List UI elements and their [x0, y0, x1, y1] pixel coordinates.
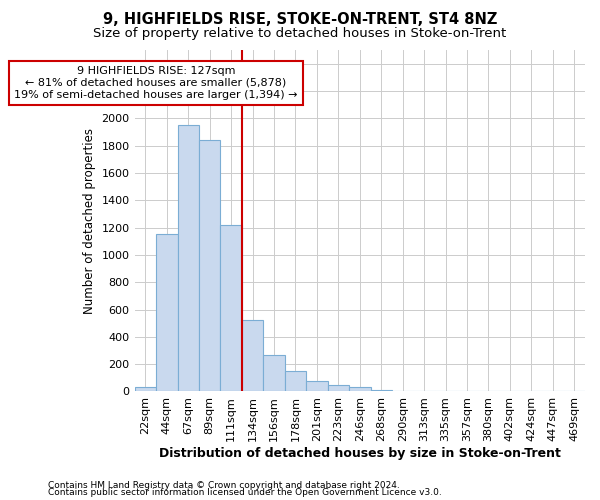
Bar	[392, 391, 413, 392]
Bar	[285, 371, 306, 392]
Bar	[263, 354, 285, 392]
X-axis label: Distribution of detached houses by size in Stoke-on-Trent: Distribution of detached houses by size …	[159, 447, 561, 460]
Text: Size of property relative to detached houses in Stoke-on-Trent: Size of property relative to detached ho…	[94, 28, 506, 40]
Bar	[328, 384, 349, 392]
Bar	[220, 225, 242, 392]
Bar	[242, 320, 263, 392]
Bar	[371, 390, 392, 392]
Text: Contains HM Land Registry data © Crown copyright and database right 2024.: Contains HM Land Registry data © Crown c…	[48, 480, 400, 490]
Bar	[134, 388, 156, 392]
Bar	[349, 386, 371, 392]
Text: 9, HIGHFIELDS RISE, STOKE-ON-TRENT, ST4 8NZ: 9, HIGHFIELDS RISE, STOKE-ON-TRENT, ST4 …	[103, 12, 497, 28]
Bar	[306, 380, 328, 392]
Bar	[156, 234, 178, 392]
Bar	[199, 140, 220, 392]
Bar	[178, 125, 199, 392]
Text: 9 HIGHFIELDS RISE: 127sqm
← 81% of detached houses are smaller (5,878)
19% of se: 9 HIGHFIELDS RISE: 127sqm ← 81% of detac…	[14, 66, 298, 100]
Text: Contains public sector information licensed under the Open Government Licence v3: Contains public sector information licen…	[48, 488, 442, 497]
Y-axis label: Number of detached properties: Number of detached properties	[83, 128, 96, 314]
